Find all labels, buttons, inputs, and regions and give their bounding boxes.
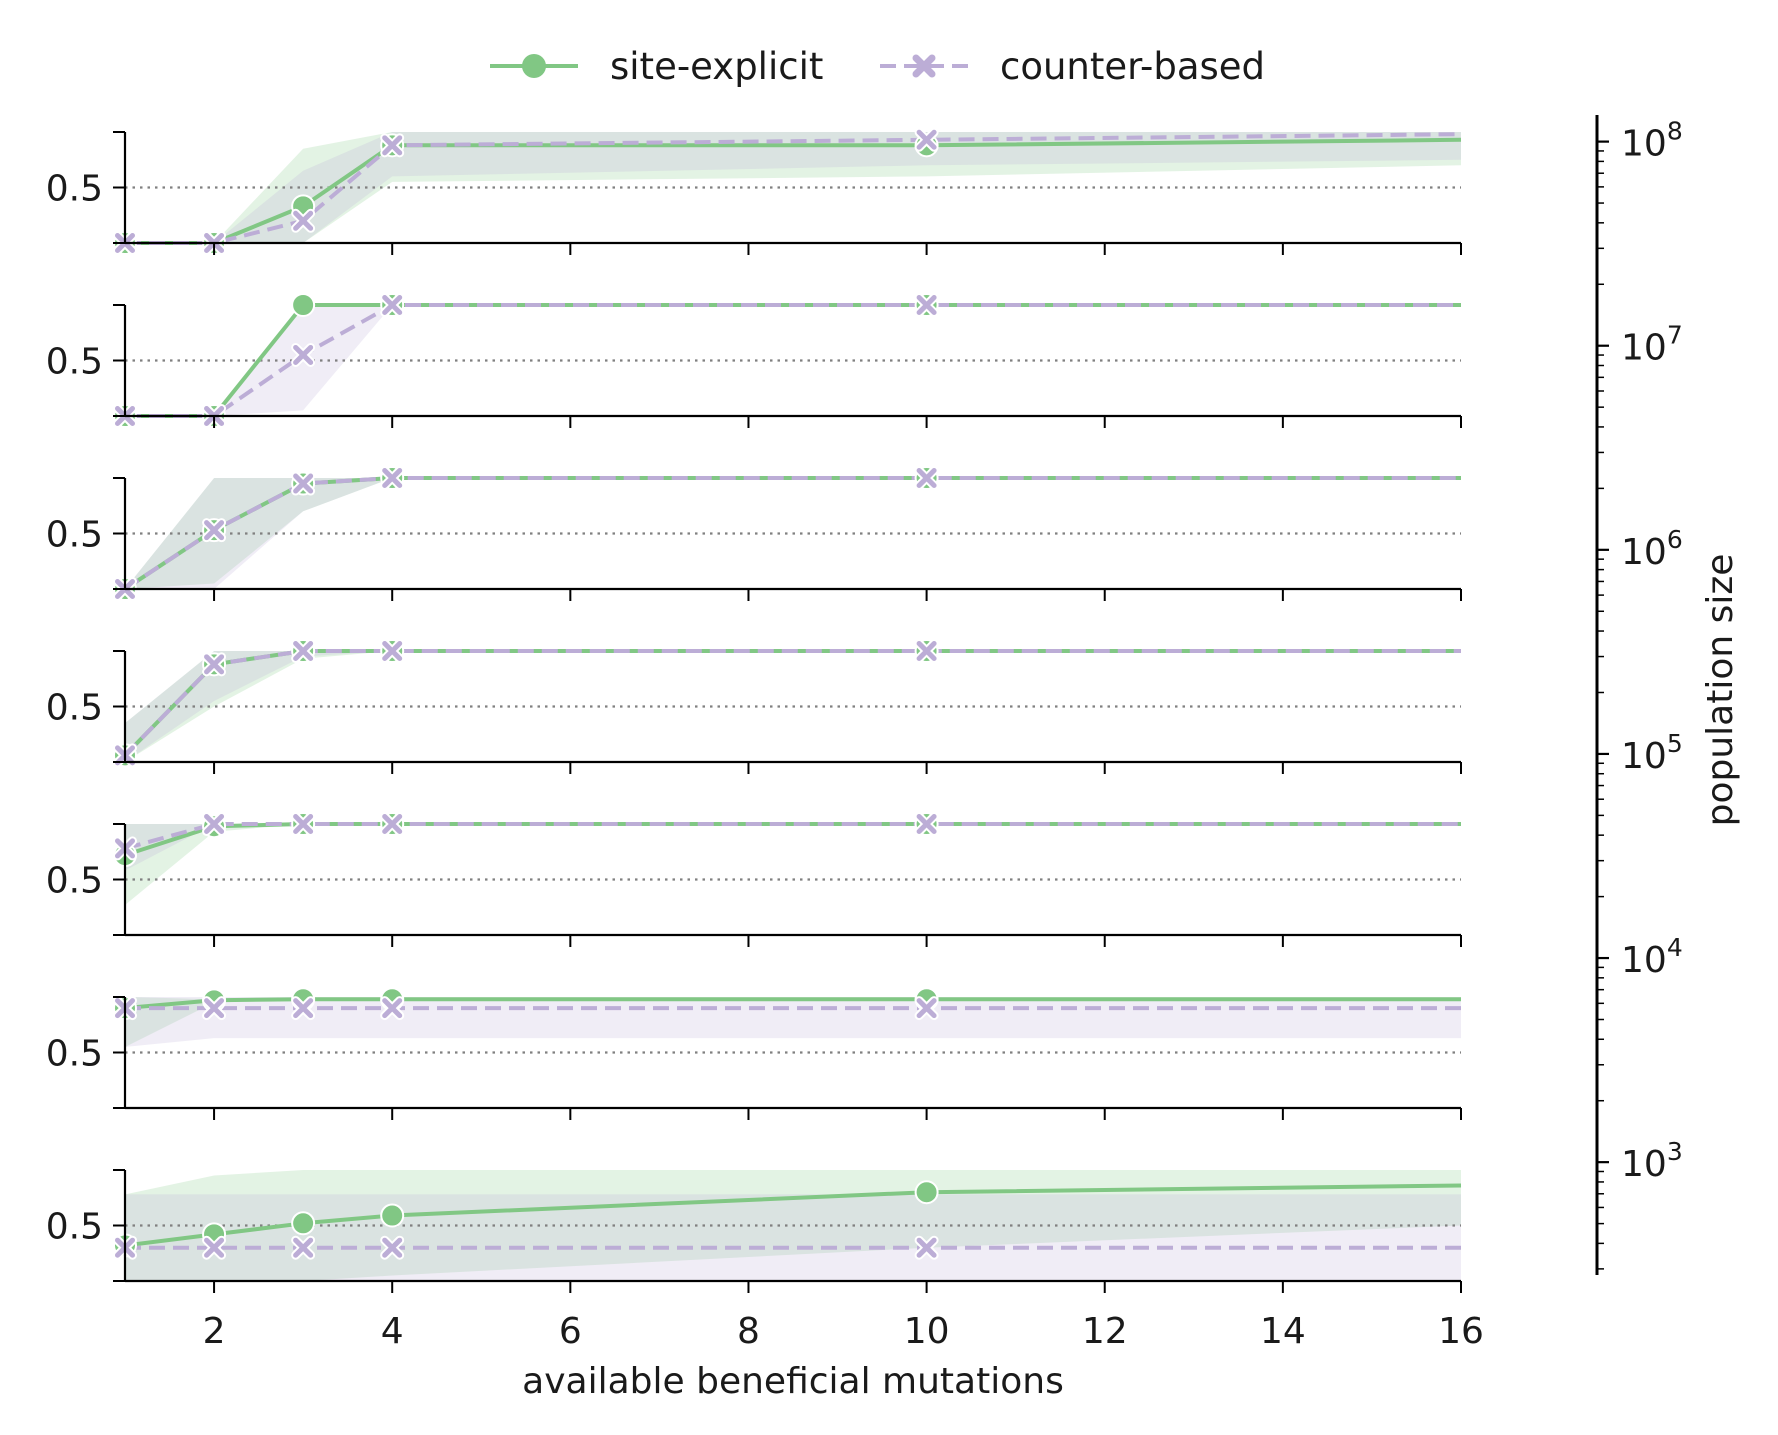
panels: 0.5 0.5 0.5 0.5 0.5 0.5 0.5 [46, 127, 1462, 1293]
legend-label: site-explicit [610, 45, 823, 88]
data-point-counter-based [916, 998, 937, 1019]
data-point-counter-based [204, 654, 225, 675]
confidence-band-counter-based [125, 997, 1461, 1047]
y-tick-label: 0.5 [46, 1034, 103, 1075]
data-point-counter-based [293, 344, 314, 365]
x-tick-label: 10 [904, 1311, 950, 1352]
legend-item-site-explicit: site-explicit [490, 45, 823, 88]
series-line-site-explicit [124, 1183, 1462, 1248]
data-point-site-explicit [380, 1203, 405, 1228]
y-tick-label: 0.5 [46, 169, 103, 210]
colorbar-tick-label: 107 [1621, 321, 1683, 369]
data-point-counter-based [293, 1237, 314, 1258]
panel-1: 0.5 [46, 127, 1462, 255]
data-point-counter-based [916, 129, 937, 150]
confidence-band-counter-based [125, 478, 1461, 589]
confidence-band-counter-based [125, 651, 1461, 762]
x-tick-label: 12 [1082, 1311, 1128, 1352]
y-tick-label: 0.5 [46, 861, 103, 902]
series-line-site-explicit [123, 649, 1461, 757]
panel-3: 0.5 [46, 466, 1462, 601]
data-point-counter-based [382, 295, 403, 315]
data-point-counter-based [204, 520, 225, 541]
data-point-counter-based [204, 998, 225, 1019]
data-point-counter-based [916, 468, 937, 488]
confidence-band-counter-based [125, 824, 1461, 871]
data-point-counter-based [916, 1237, 937, 1258]
data-point-counter-based [382, 641, 403, 661]
data-point-site-explicit [914, 1180, 939, 1205]
colorbar-tick-label: 105 [1621, 729, 1683, 777]
data-point-counter-based [293, 210, 314, 231]
data-point-counter-based [916, 814, 937, 834]
panel-5: 0.5 [46, 812, 1462, 947]
confidence-band-site-explicit [125, 824, 1461, 905]
confidence-band-counter-based [125, 132, 1461, 243]
x-tick-label: 14 [1260, 1311, 1306, 1352]
legend-marker [912, 54, 936, 78]
confidence-band-counter-based [125, 305, 1461, 416]
data-point-site-explicit [291, 1211, 316, 1236]
colorbar-tick-label: 106 [1621, 525, 1683, 573]
colorbar-tick-label: 103 [1621, 1137, 1683, 1185]
data-point-counter-based [382, 998, 403, 1019]
series-line-counter-based [124, 822, 1461, 851]
data-point-counter-based [916, 295, 937, 315]
colorbar-tick-label: 108 [1621, 117, 1683, 165]
x-tick-label: 6 [559, 1311, 582, 1352]
y-tick-label: 0.5 [46, 1207, 103, 1248]
y-tick-label: 0.5 [46, 688, 103, 729]
panel-7: 0.5 [46, 1169, 1462, 1293]
legend-label: counter-based [1000, 45, 1265, 88]
data-point-counter-based [293, 998, 314, 1019]
panel-2: 0.5 [46, 293, 1462, 428]
legend-marker [522, 54, 546, 78]
confidence-band-counter-based [125, 1194, 1461, 1281]
x-axis-label: available beneficial mutations [522, 1361, 1064, 1402]
colorbar-tick-label: 104 [1621, 933, 1683, 981]
confidence-band-site-explicit [125, 132, 1461, 243]
data-point-counter-based [293, 641, 314, 661]
x-tick-label: 8 [737, 1311, 760, 1352]
data-point-counter-based [204, 814, 225, 834]
series-line-site-explicit [124, 822, 1461, 858]
data-point-counter-based [293, 814, 314, 834]
series-line-counter-based [123, 649, 1461, 757]
data-point-counter-based [204, 1237, 225, 1258]
data-point-counter-based [382, 135, 403, 156]
data-point-site-explicit [291, 293, 316, 317]
data-point-counter-based [916, 641, 937, 661]
confidence-band-site-explicit [125, 478, 1461, 589]
panel-6: 0.5 [46, 987, 1462, 1120]
y-tick-label: 0.5 [46, 515, 103, 556]
x-axis-tick-labels: 2 4 6 8 10 12 14 16 [203, 1311, 1484, 1352]
data-point-counter-based [293, 473, 314, 494]
colorbar-label: population size [1700, 554, 1741, 827]
data-point-counter-based [382, 468, 403, 488]
legend-item-counter-based: counter-based [880, 45, 1265, 88]
x-tick-label: 4 [381, 1311, 404, 1352]
confidence-band-site-explicit [125, 651, 1461, 762]
data-point-counter-based [382, 1237, 403, 1258]
data-point-counter-based [382, 814, 403, 834]
colorbar: 103 104 105 106 107 108 [1595, 115, 1683, 1275]
series-line-counter-based [123, 476, 1461, 591]
x-tick-label: 2 [203, 1311, 226, 1352]
panel-4: 0.5 [46, 639, 1462, 774]
series-line-site-explicit [124, 997, 1461, 1011]
x-tick-label: 16 [1438, 1311, 1484, 1352]
legend: site-explicit counter-based [490, 45, 1265, 88]
y-tick-label: 0.5 [46, 342, 103, 383]
